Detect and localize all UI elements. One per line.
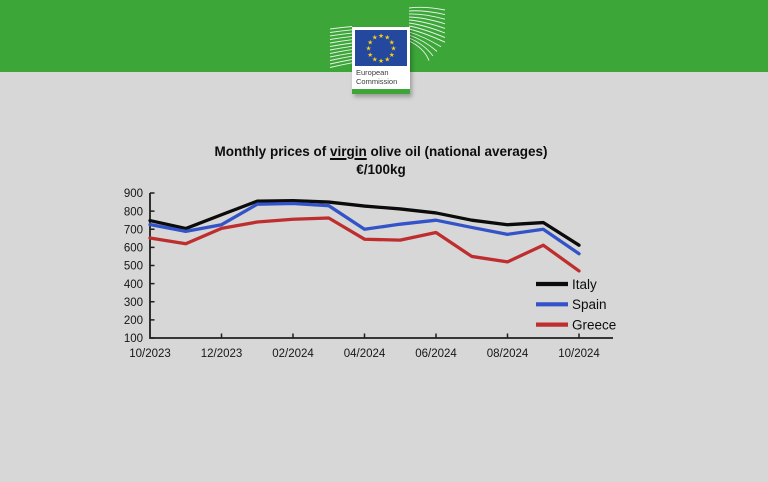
eu-star-icon: ★	[384, 55, 390, 63]
logo-green-bar	[352, 89, 410, 94]
y-axis-label: 900	[124, 188, 143, 200]
eu-flag-icon: ★ ★ ★ ★ ★ ★ ★ ★ ★ ★ ★ ★	[355, 30, 407, 66]
y-axis-label: 300	[124, 297, 143, 309]
x-axis-label: 06/2024	[415, 348, 457, 360]
x-axis-label: 02/2024	[272, 348, 314, 360]
legend-label-italy: Italy	[572, 277, 597, 292]
legend-label-greece: Greece	[572, 317, 616, 332]
eu-star-icon: ★	[389, 51, 395, 59]
series-line-italy	[148, 198, 581, 247]
chart-title-underlined-word: virgin	[329, 144, 367, 159]
logo-line2: Commission	[356, 77, 398, 86]
legend-label-spain: Spain	[572, 297, 607, 312]
y-axis-label: 400	[124, 279, 143, 291]
y-axis-label: 600	[124, 243, 143, 255]
eu-star-icon: ★	[366, 45, 372, 53]
eu-star-icon: ★	[389, 38, 395, 46]
chart-title-prefix: Monthly prices of	[214, 144, 330, 159]
eu-star-icon: ★	[384, 34, 390, 42]
series-line-greece	[148, 216, 581, 273]
y-axis-label: 800	[124, 206, 143, 218]
y-axis-label: 500	[124, 261, 143, 273]
x-axis-label: 12/2023	[201, 348, 243, 360]
eu-star-icon: ★	[378, 57, 384, 65]
chart-title: Monthly prices of virgin olive oil (nati…	[150, 144, 612, 159]
logo-text: European Commission	[356, 68, 408, 86]
chart-subtitle: €/100kg	[356, 162, 406, 177]
eu-star-icon: ★	[378, 32, 384, 40]
x-axis-label: 10/2024	[558, 348, 600, 360]
x-axis-label: 10/2023	[129, 348, 171, 360]
eu-star-icon: ★	[372, 55, 378, 63]
y-axis-label: 100	[124, 333, 143, 345]
logo-line1: European	[356, 68, 389, 77]
y-axis-label: 700	[124, 224, 143, 236]
eu-star-icon: ★	[367, 51, 373, 59]
y-axis-label: 200	[124, 315, 143, 327]
eu-star-icon: ★	[367, 38, 373, 46]
eu-star-icon: ★	[391, 45, 397, 53]
european-commission-logo: ★ ★ ★ ★ ★ ★ ★ ★ ★ ★ ★ ★ European Commission	[352, 27, 410, 94]
x-axis-label: 04/2024	[344, 348, 386, 360]
x-axis-label: 08/2024	[487, 348, 529, 360]
eu-star-icon: ★	[372, 34, 378, 42]
chart-title-suffix: olive oil (national averages)	[366, 144, 548, 159]
series-line-spain	[148, 201, 581, 256]
